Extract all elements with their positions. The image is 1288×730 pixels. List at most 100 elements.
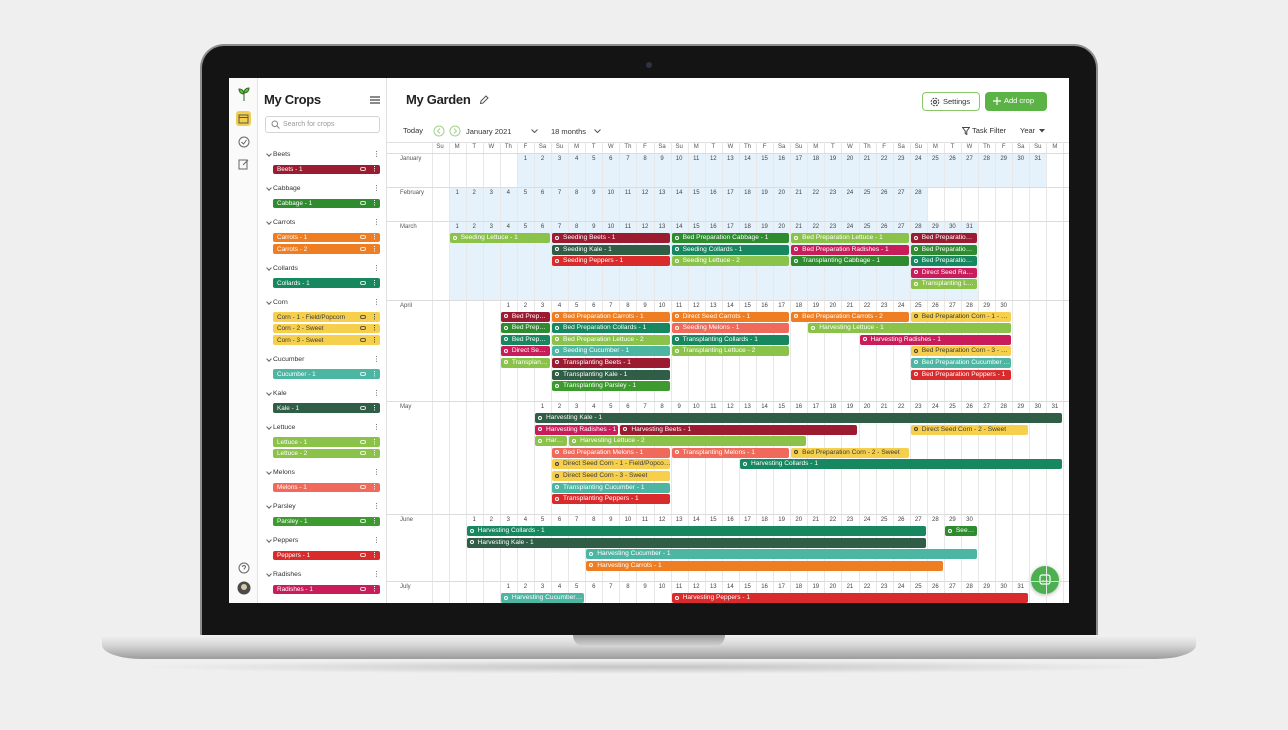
task-bar[interactable]: Bed Preparatio…	[910, 256, 978, 267]
task-bar[interactable]: Bed Preparation Collards - 1	[552, 323, 670, 334]
task-bar[interactable]: Harvesting Collards - 1	[739, 459, 1063, 470]
task-bar[interactable]: Transplanting Kale - 1	[552, 369, 670, 380]
task-bar[interactable]: Harvesting Collards - 1	[466, 526, 926, 536]
task-bar[interactable]: Harvesting Radishes - 1	[534, 424, 619, 435]
task-bar[interactable]: Bed Preparation Carrots - 2	[791, 311, 909, 322]
crop-chip[interactable]: Carrots - 1	[273, 232, 380, 242]
crop-chip[interactable]: Corn - 3 - Sweet	[273, 335, 380, 345]
task-bar[interactable]: Transplanting L…	[910, 279, 978, 290]
tasks-nav[interactable]	[238, 136, 250, 148]
task-bar[interactable]: Bed Preparation Peppers - 1	[910, 369, 1012, 380]
menu-button[interactable]	[370, 96, 380, 104]
settings-button[interactable]: Settings	[922, 92, 980, 111]
view-select[interactable]: Year	[1020, 126, 1036, 135]
task-bar[interactable]: Bed Preparation Carrots - 1	[552, 311, 670, 322]
month-chevron	[531, 129, 538, 134]
task-bar[interactable]: Bed Preparatio…	[910, 233, 978, 243]
task-bar[interactable]: Harvesting Lettuce - 2	[569, 436, 807, 447]
crop-chip[interactable]: Collards - 1	[273, 278, 380, 288]
task-bar[interactable]: Harvesting Beets - 1	[620, 424, 858, 435]
crop-chip[interactable]: Lettuce - 2	[273, 448, 380, 458]
month-select[interactable]: January 2021	[466, 127, 512, 136]
day-number: 13	[709, 584, 717, 590]
task-bar[interactable]: Bed Preparation Corn - 3 - …	[910, 346, 1012, 357]
crop-chip[interactable]: Corn - 1 - Field/Popcorn	[273, 312, 380, 322]
task-bar[interactable]: Harvesting Peppers - 1	[671, 593, 1029, 603]
day-number: 16	[709, 190, 717, 196]
task-bar[interactable]: Harvesting Kale - 1	[466, 537, 926, 548]
search-box[interactable]: Search for crops	[265, 116, 380, 133]
range-select[interactable]: 18 months	[551, 127, 587, 136]
task-bar[interactable]: Harvesting Cucumber…	[500, 593, 585, 603]
crop-chip[interactable]: Lettuce - 1	[273, 437, 380, 447]
task-bar[interactable]: Har…	[534, 436, 568, 447]
weekday-label: Su	[675, 144, 683, 150]
task-bar[interactable]: Bed Prep…	[500, 311, 551, 322]
task-bar[interactable]: Harvesting Cucumber - 1	[586, 549, 978, 560]
group-chevron	[266, 264, 272, 271]
task-bar[interactable]: Bed Preparation Melons - 1	[552, 447, 670, 458]
chat-button[interactable]	[1031, 566, 1059, 594]
task-bar[interactable]: Bed Preparation Cucumber …	[910, 357, 1012, 368]
avatar[interactable]	[237, 581, 251, 595]
task-bar[interactable]: Transplanting Peppers - 1	[552, 494, 670, 505]
task-filter[interactable]: Task Filter	[972, 126, 1007, 135]
filter-icon	[962, 127, 970, 135]
task-bar[interactable]: Transplanting Cabbage - 1	[791, 256, 909, 267]
crop-chip[interactable]: Melons - 1	[273, 482, 380, 492]
task-bar[interactable]: Seeding Beets - 1	[552, 233, 670, 243]
crop-chip[interactable]: Parsley - 1	[273, 516, 380, 526]
task-bar[interactable]: Direct Se…	[500, 346, 551, 357]
task-bar[interactable]: Seeding Melons - 1	[671, 323, 790, 334]
task-bar[interactable]: Harvesting Carrots - 1	[586, 560, 943, 571]
crop-chip[interactable]: Cucumber - 1	[273, 369, 380, 379]
task-bar[interactable]: Seeding Lettuce - 2	[671, 256, 790, 267]
task-bar[interactable]: Transplanting Beets - 1	[552, 357, 670, 368]
task-bar[interactable]: Transplanting Cucumber - 1	[552, 482, 670, 493]
task-bar[interactable]: Transplanting Parsley - 1	[552, 381, 670, 392]
task-bar[interactable]: Seeding Cucumber - 1	[552, 346, 670, 357]
day-number: 8	[626, 584, 630, 590]
crop-chip[interactable]: Beets - 1	[273, 164, 380, 174]
task-bar[interactable]: Harvesting Kale - 1	[534, 413, 1063, 423]
task-bar[interactable]: Bed Prep…	[500, 323, 551, 334]
task-bar[interactable]: Seeding Peppers - 1	[552, 256, 670, 267]
crop-chip[interactable]: Kale - 1	[273, 403, 380, 413]
task-bar[interactable]: Seeding Collards - 1	[671, 244, 790, 255]
help-nav[interactable]	[238, 562, 250, 574]
task-bar[interactable]: Bed Preparation Radishes - 1	[791, 244, 909, 255]
crop-chip[interactable]: Corn - 2 - Sweet	[273, 323, 380, 333]
edit-title[interactable]	[479, 95, 489, 105]
task-bar[interactable]: Bed Preparatio…	[910, 244, 978, 255]
task-bar[interactable]: Bed Preparation Cabbage - 1	[671, 233, 790, 243]
task-bar[interactable]: Bed Prep…	[500, 334, 551, 345]
day-number: 28	[966, 584, 973, 590]
task-bar[interactable]: Transplanting Collards - 1	[671, 334, 790, 345]
task-bar[interactable]: Bed Preparation Corn - 1 - …	[910, 311, 1012, 322]
task-bar[interactable]: Bed Preparation Lettuce - 2	[552, 334, 670, 345]
task-bar[interactable]: Transplan…	[500, 357, 551, 368]
task-bar[interactable]: Direct Seed Corn - 1 - Field/Popco…	[552, 459, 670, 470]
task-bar[interactable]: Bed Preparation Lettuce - 1	[791, 233, 909, 243]
task-bar[interactable]: See…	[944, 526, 978, 536]
crop-chip[interactable]: Radishes - 1	[273, 584, 380, 594]
task-bar[interactable]: Transplanting Melons - 1	[671, 447, 790, 458]
crop-chip[interactable]: Peppers - 1	[273, 550, 380, 560]
task-bar[interactable]: Seeding Kale - 1	[552, 244, 670, 255]
task-bar[interactable]: Direct Seed Carrots - 1	[671, 311, 790, 322]
day-number: 27	[983, 404, 990, 410]
task-bar[interactable]: Seeding Lettuce - 1	[449, 233, 551, 243]
task-bar[interactable]: Harvesting Radishes - 1	[859, 334, 1012, 345]
period-arrows[interactable]	[433, 125, 463, 137]
add-crop-button[interactable]: Add crop	[985, 92, 1047, 111]
today-button[interactable]: Today	[403, 126, 424, 135]
task-bar[interactable]: Direct Seed Corn - 2 - Sweet	[910, 424, 1029, 435]
task-bar[interactable]: Harvesting Lettuce - 1	[808, 323, 1012, 334]
crop-chip[interactable]: Cabbage - 1	[273, 198, 380, 208]
notes-nav[interactable]	[238, 158, 250, 170]
task-bar[interactable]: Direct Seed Corn - 3 - Sweet	[552, 471, 670, 481]
task-bar[interactable]: Transplanting Lettuce - 2	[671, 346, 790, 357]
task-bar[interactable]: Direct Seed Ra…	[910, 267, 978, 278]
crop-chip[interactable]: Carrots - 2	[273, 244, 380, 254]
task-bar[interactable]: Bed Preparation Corn - 2 - Sweet	[791, 447, 909, 458]
